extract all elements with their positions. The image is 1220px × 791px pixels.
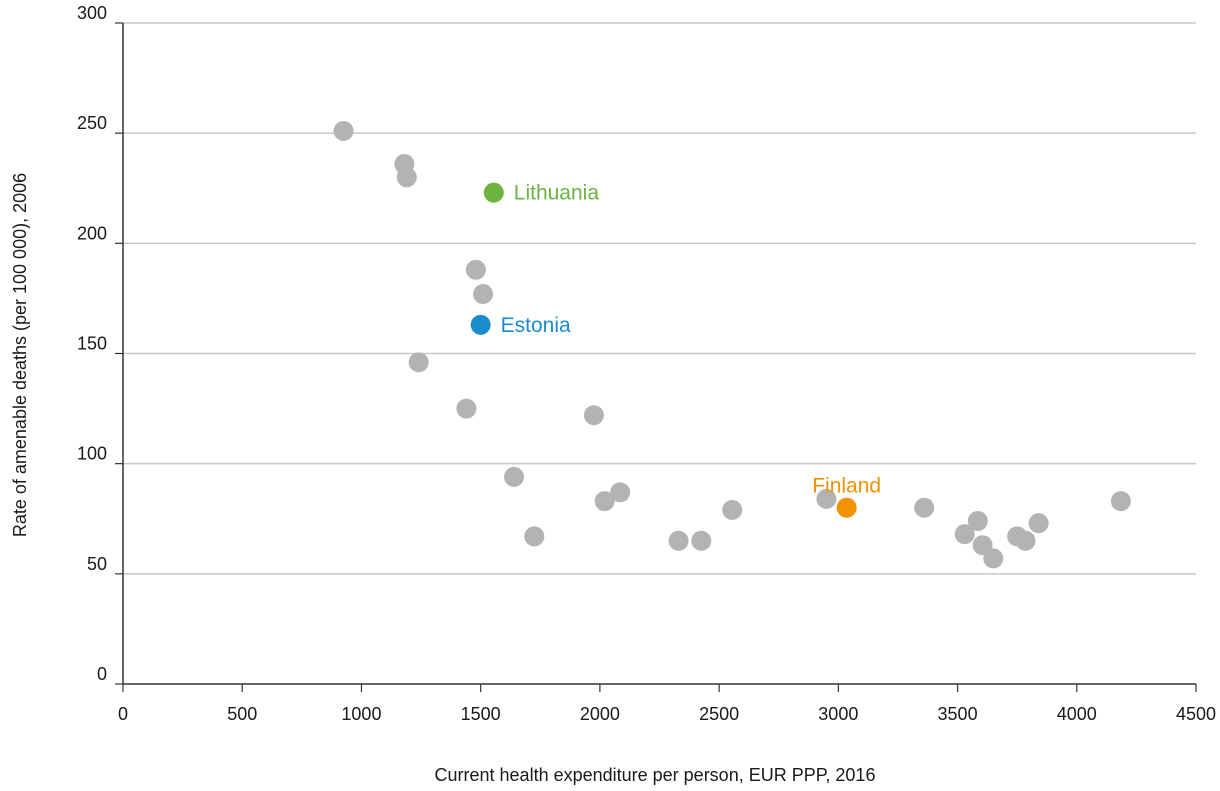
- data-point: [1110, 491, 1131, 512]
- x-tick-label: 3000: [818, 704, 858, 724]
- y-tick-label: 200: [77, 223, 107, 243]
- grid-lines: [123, 22, 1196, 575]
- x-axis-title: Current health expenditure per person, E…: [435, 765, 876, 785]
- data-point: [816, 488, 837, 509]
- data-point: [396, 167, 417, 188]
- point-label-estonia: Estonia: [501, 314, 571, 337]
- point-label-finland: Finland: [812, 475, 881, 498]
- data-point: [668, 530, 689, 551]
- data-point: [1028, 513, 1049, 534]
- data-point: [954, 524, 975, 545]
- data-point: [967, 510, 988, 531]
- x-tick-label: 1500: [461, 704, 501, 724]
- y-tick-label: 100: [77, 444, 107, 464]
- x-tick-label: 2000: [580, 704, 620, 724]
- data-points: [333, 120, 1131, 569]
- data-point: [610, 482, 631, 503]
- x-tick-label: 500: [227, 704, 257, 724]
- data-point: [473, 284, 494, 305]
- data-point: [465, 259, 486, 280]
- x-tick-label: 4500: [1176, 704, 1216, 724]
- x-axis-ticks: 0 500 1000 1500 2000 2500 3000 3500 4000 4500: [118, 684, 1216, 724]
- data-point: [504, 466, 525, 487]
- x-tick-label: 0: [118, 704, 128, 724]
- data-point: [594, 491, 615, 512]
- x-tick-label: 2500: [699, 704, 739, 724]
- data-point: [983, 548, 1004, 569]
- data-point: [408, 352, 429, 373]
- data-point-finland: [836, 497, 857, 518]
- data-point: [914, 497, 935, 518]
- data-point: [691, 530, 712, 551]
- x-tick-label: 3500: [938, 704, 978, 724]
- data-point: [583, 405, 604, 426]
- data-point: [333, 120, 354, 141]
- y-tick-label: 300: [77, 3, 107, 23]
- data-point-lithuania: [483, 182, 504, 203]
- data-point-estonia: [470, 314, 491, 335]
- x-tick-label: 1000: [341, 704, 381, 724]
- y-tick-label: 0: [97, 664, 107, 684]
- point-label-lithuania: Lithuania: [514, 182, 600, 205]
- y-tick-label: 150: [77, 334, 107, 354]
- point-labels: Lithuania Estonia Finland: [501, 182, 881, 498]
- y-axis-title: Rate of amenable deaths (per 100 000), 2…: [10, 173, 30, 537]
- data-point: [1015, 530, 1036, 551]
- x-tick-label: 4000: [1057, 704, 1097, 724]
- y-tick-label: 250: [77, 113, 107, 133]
- y-axis-ticks: 0 50 100 150 200 250 300: [77, 3, 123, 685]
- data-point: [722, 499, 743, 520]
- y-tick-label: 50: [87, 554, 107, 574]
- data-point: [524, 526, 545, 547]
- data-point: [456, 398, 477, 419]
- data-point: [972, 535, 993, 556]
